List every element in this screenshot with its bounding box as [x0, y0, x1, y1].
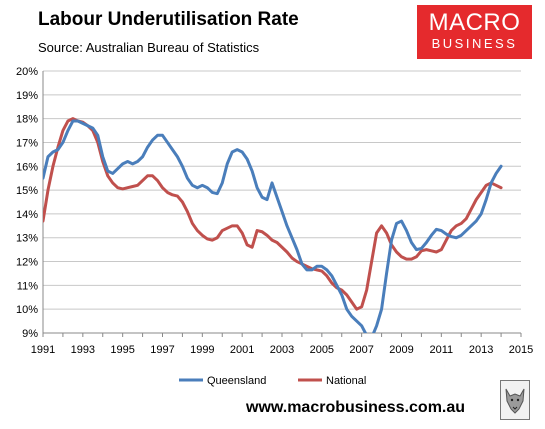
y-tick-label: 20%: [16, 66, 38, 78]
x-tick-label: 1997: [150, 344, 174, 356]
macrobusiness-logo: MACRO BUSINESS: [417, 5, 532, 59]
x-tick-label: 2005: [310, 344, 334, 356]
website-url: www.macrobusiness.com.au: [246, 399, 466, 416]
x-tick-label: 2001: [230, 344, 254, 356]
x-tick-label: 1999: [190, 344, 214, 356]
y-tick-label: 9%: [22, 328, 38, 340]
y-tick-label: 18%: [16, 114, 38, 126]
y-tick-label: 16%: [16, 161, 38, 173]
legend-label-national: National: [326, 375, 366, 387]
x-tick-label: 2013: [469, 344, 493, 356]
y-tick-label: 10%: [16, 304, 38, 316]
x-tick-label: 1993: [71, 344, 95, 356]
x-tick-label: 2011: [430, 344, 454, 356]
series-line-national: [43, 117, 503, 311]
wolf-icon: [500, 380, 530, 420]
chart-title: Labour Underutilisation Rate: [38, 9, 299, 30]
legend-label-queensland: Queensland: [207, 375, 266, 387]
logo-line-2: BUSINESS: [431, 36, 518, 51]
y-tick-label: 13%: [16, 233, 38, 245]
y-tick-label: 17%: [16, 137, 38, 149]
series-line-queensland: [43, 119, 503, 333]
x-tick-label: 2007: [349, 344, 373, 356]
x-tick-label: 2003: [270, 344, 294, 356]
logo-line-1: MACRO: [428, 9, 521, 36]
y-tick-label: 14%: [16, 209, 38, 221]
x-tick-label: 1991: [31, 344, 55, 356]
y-tick-label: 12%: [16, 257, 38, 269]
y-tick-label: 15%: [16, 185, 38, 197]
y-tick-label: 11%: [17, 280, 38, 292]
y-tick-label: 19%: [16, 90, 38, 102]
chart-source: Source: Australian Bureau of Statistics: [38, 40, 260, 55]
x-tick-label: 1995: [110, 344, 134, 356]
x-tick-label: 2015: [509, 344, 533, 356]
x-tick-label: 2009: [389, 344, 413, 356]
